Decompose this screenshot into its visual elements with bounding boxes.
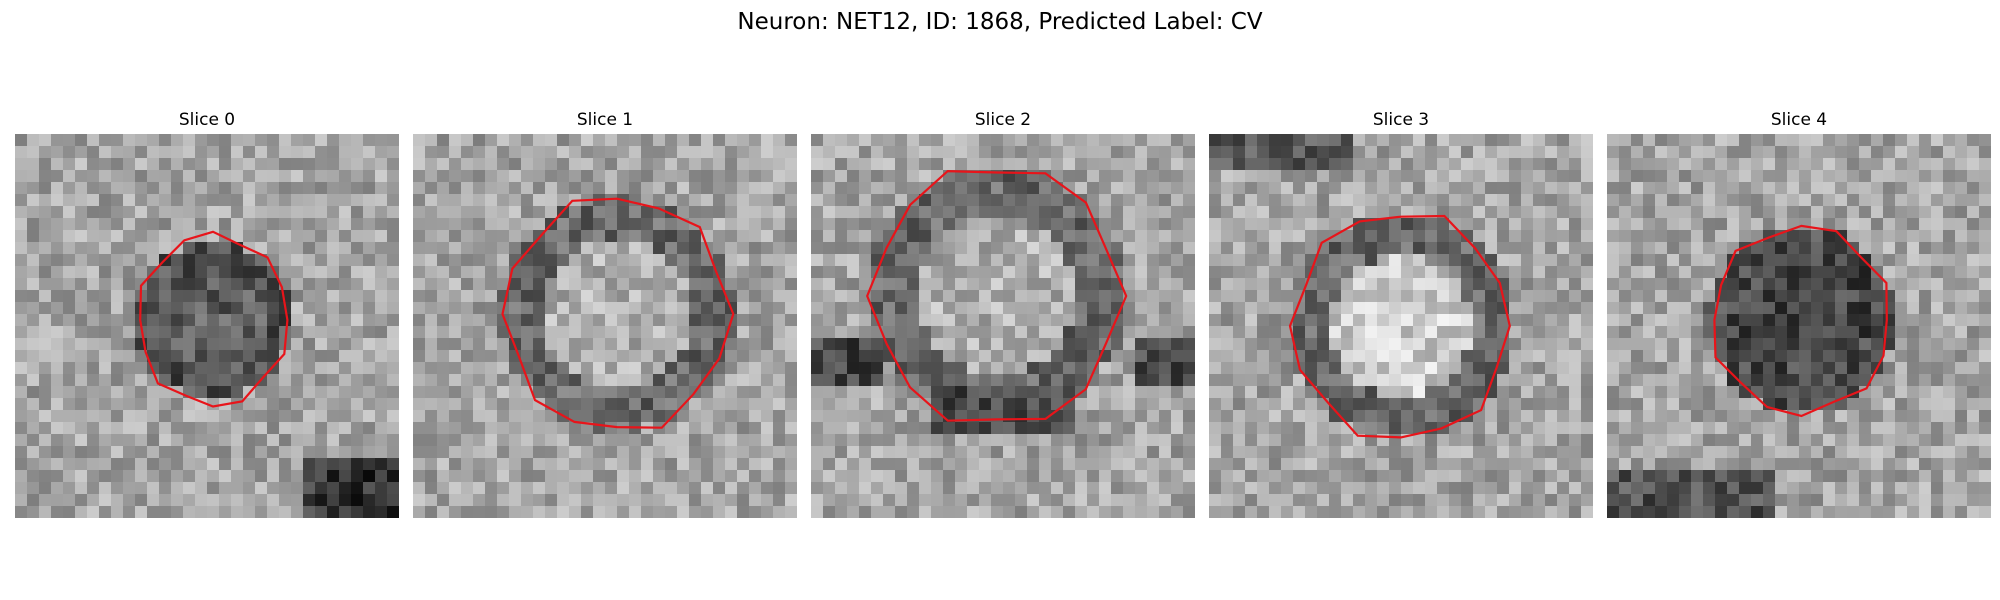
slice-image-1 [413, 134, 797, 518]
pixel-grid [811, 134, 1195, 518]
contour-outline [501, 197, 735, 429]
slice-image-4 [1607, 134, 1991, 518]
pixel-grid [1607, 134, 1991, 518]
pixel-grid [15, 134, 399, 518]
contour-outline [1713, 224, 1888, 418]
contour-outline [1288, 214, 1511, 439]
slice-image-3 [1209, 134, 1593, 518]
slice-title-3: Slice 3 [1372, 110, 1430, 130]
slice-title-0: Slice 0 [178, 110, 236, 130]
slice-image-0 [15, 134, 399, 518]
contour-outline [139, 230, 289, 408]
slice-title-4: Slice 4 [1770, 110, 1828, 130]
slice-image-2 [811, 134, 1195, 518]
contour-outline [866, 169, 1128, 422]
figure-title: Neuron: NET12, ID: 1868, Predicted Label… [737, 9, 1263, 35]
pixel-grid [1209, 134, 1593, 518]
pixel-grid [413, 134, 797, 518]
slice-title-1: Slice 1 [576, 110, 634, 130]
slice-title-2: Slice 2 [974, 110, 1032, 130]
